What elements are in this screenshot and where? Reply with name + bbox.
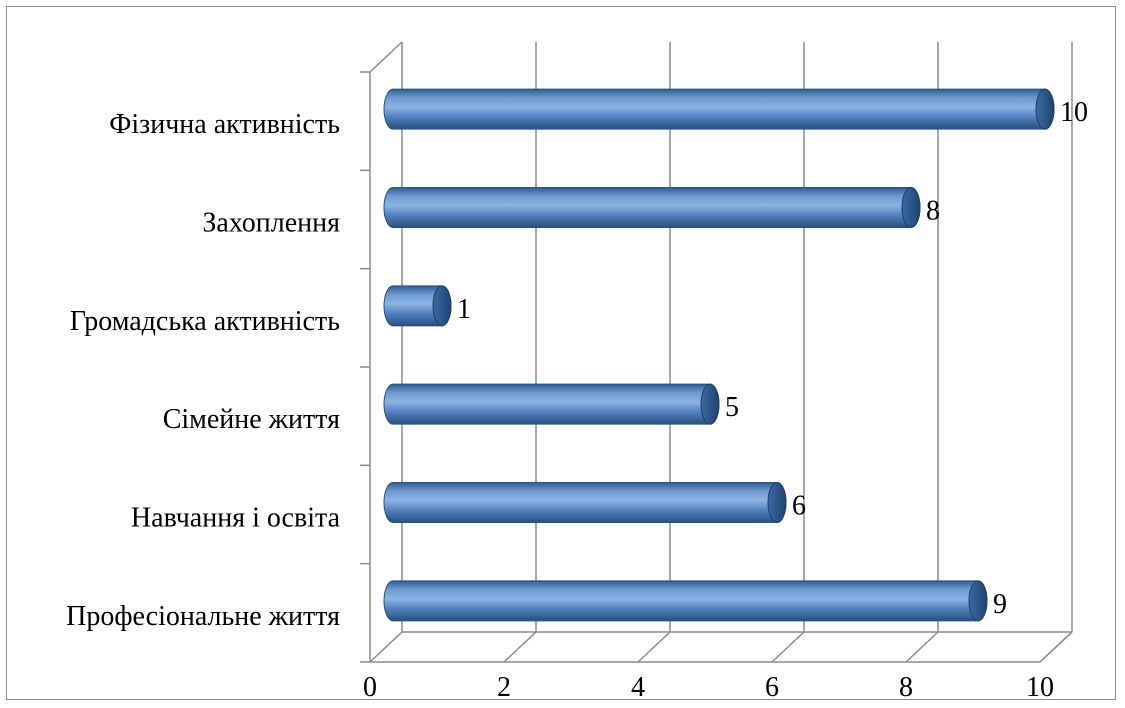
floor-gridline (637, 631, 671, 663)
x-tick-label: 0 (363, 672, 377, 703)
data-label: 9 (993, 589, 1007, 620)
floor-gridline (1039, 631, 1073, 663)
bar (383, 187, 921, 228)
category-label: Громадська активність (70, 306, 340, 337)
bar-end-cap (700, 383, 720, 425)
data-label: 1 (457, 294, 471, 325)
x-tick-label: 4 (631, 672, 645, 703)
x-tick-label: 8 (899, 672, 913, 703)
left-wall-top-edge (369, 41, 403, 73)
category-label: Навчання і освіта (131, 503, 341, 534)
floor-gridline (771, 631, 805, 663)
bar-end-cap (767, 482, 787, 523)
floor-gridline (369, 631, 403, 663)
bar (383, 580, 988, 622)
data-label: 8 (926, 196, 940, 227)
bar (383, 383, 720, 425)
category-label: Професіональне життя (66, 601, 340, 632)
category-label: Сімейне життя (163, 404, 340, 435)
labels: 0 2 4 6 8 10 Фізична активність 10 Захоплення 8 Гр… (66, 97, 1088, 703)
bar (383, 482, 787, 523)
data-label: 6 (792, 491, 806, 522)
bar-end-cap (432, 285, 452, 327)
grid-lines (360, 41, 1073, 663)
data-label: 10 (1060, 97, 1088, 128)
x-tick-label: 2 (497, 672, 511, 703)
x-tick-label: 6 (765, 672, 779, 703)
data-label: 5 (725, 392, 739, 423)
bars (383, 88, 1055, 622)
bar-end-cap (901, 187, 921, 228)
bar-end-cap (1035, 88, 1055, 130)
category-label: Фізична активність (109, 109, 340, 140)
bar (383, 88, 1055, 130)
floor-gridline (503, 631, 537, 663)
bar-end-cap (968, 580, 988, 622)
x-tick-label: 10 (1026, 672, 1054, 703)
category-label: Захоплення (202, 208, 340, 239)
floor-gridline (905, 631, 939, 663)
